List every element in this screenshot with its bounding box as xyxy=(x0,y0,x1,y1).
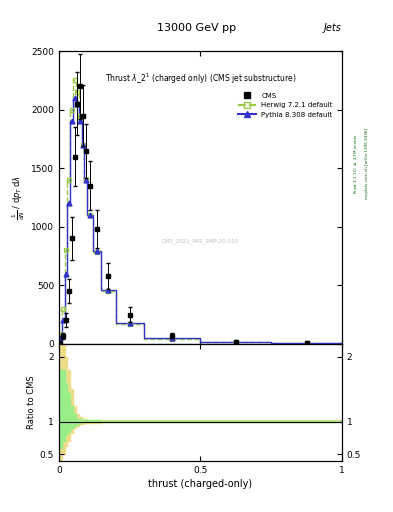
Text: mcplots.cern.ch [arXiv:1306.3436]: mcplots.cern.ch [arXiv:1306.3436] xyxy=(365,129,369,199)
Text: Thrust $\lambda\_2^1$ (charged only) (CMS jet substructure): Thrust $\lambda\_2^1$ (charged only) (CM… xyxy=(105,72,296,86)
Text: Jets: Jets xyxy=(324,23,342,33)
Text: 13000 GeV pp: 13000 GeV pp xyxy=(157,23,236,33)
Y-axis label: $\frac{1}{\mathrm{d}N}$ / $\mathrm{d}p_T\,\mathrm{d}\lambda$: $\frac{1}{\mathrm{d}N}$ / $\mathrm{d}p_T… xyxy=(11,175,27,220)
Y-axis label: Ratio to CMS: Ratio to CMS xyxy=(27,375,35,429)
X-axis label: thrust (charged-only): thrust (charged-only) xyxy=(149,479,252,489)
Text: Rivet 3.1.10; $\geq$ 2.7M events: Rivet 3.1.10; $\geq$ 2.7M events xyxy=(352,134,359,194)
Legend: CMS, Herwig 7.2.1 default, Pythia 8.308 default: CMS, Herwig 7.2.1 default, Pythia 8.308 … xyxy=(236,90,336,120)
Text: CMS_2021_PAS_SMP-20-010: CMS_2021_PAS_SMP-20-010 xyxy=(162,239,239,244)
